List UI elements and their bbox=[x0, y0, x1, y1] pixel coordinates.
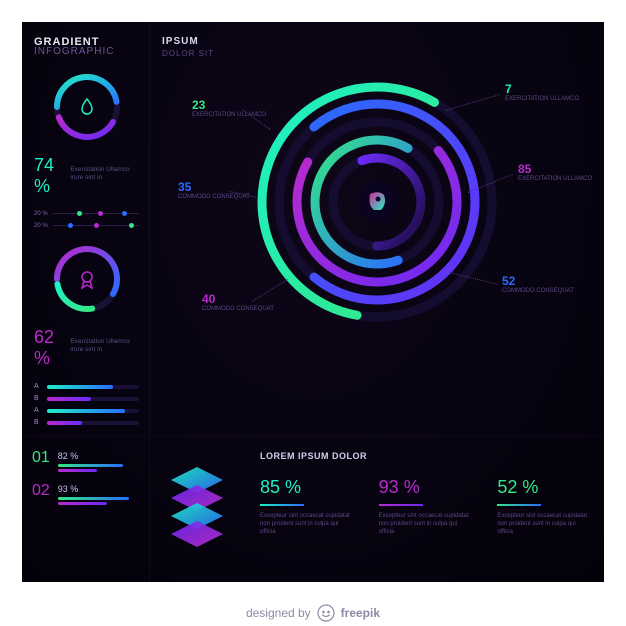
summary-text: Excepteur sint occaecat cupidatat non pr… bbox=[379, 512, 470, 536]
bottom-stat-item: 02 93 % bbox=[32, 482, 139, 505]
slider-dot bbox=[122, 211, 127, 216]
stat-index: 02 bbox=[32, 482, 50, 505]
chart-title: IPSUM bbox=[162, 36, 592, 47]
slider-dot bbox=[94, 223, 99, 228]
main-chart-area: IPSUM DOLOR SIT 7EXERCITATION ULLAMCO23E… bbox=[150, 22, 604, 436]
bar-row: B bbox=[34, 419, 139, 426]
bottom-title: LOREM IPSUM DOLOR bbox=[260, 451, 588, 461]
callout-value: 7 bbox=[505, 82, 579, 96]
chart-subtitle: DOLOR SIT bbox=[162, 49, 592, 58]
stat-percent-1: 74 % bbox=[34, 155, 64, 197]
summary-stat: 85 % Excepteur sint occaecat cupidatat no… bbox=[260, 477, 351, 536]
bar-row: A bbox=[34, 407, 139, 414]
slider-track bbox=[53, 223, 139, 229]
sidebar: GRADIENT INFOGRAPHIC 74 % Exercitation U… bbox=[22, 22, 150, 436]
stat-text-2: Exercitation Ullamco irure sint in bbox=[70, 338, 139, 354]
callout: 7EXERCITATION ULLAMCO bbox=[505, 82, 579, 103]
callout-label: COMMODO CONSEQUAT bbox=[202, 306, 274, 313]
bar-label: B bbox=[34, 395, 42, 402]
isometric-stack bbox=[150, 437, 244, 582]
bar-label: B bbox=[34, 419, 42, 426]
canvas: GRADIENT INFOGRAPHIC 74 % Exercitation U… bbox=[22, 22, 604, 582]
summary-text: Excepteur sint occaecat cupidatat non pr… bbox=[260, 512, 351, 536]
page-subtitle: INFOGRAPHIC bbox=[34, 46, 139, 57]
bottom-stat-item: 01 82 % bbox=[32, 449, 139, 472]
sliders-group: 20 % 20 % bbox=[34, 211, 139, 229]
summary-stat: 93 % Excepteur sint occaecat cupidatat no… bbox=[379, 477, 470, 536]
bottom-row: 01 82 % 02 93 % LOREM IPSUM DOLOR 85 % Excep… bbox=[22, 436, 604, 582]
stat-index: 01 bbox=[32, 449, 50, 472]
donut-chart-2 bbox=[51, 243, 123, 315]
callout: 40COMMODO CONSEQUAT bbox=[202, 292, 274, 313]
summary-text: Excepteur sint occaecat cupidatat non pr… bbox=[497, 512, 588, 536]
attribution: designed by freepik bbox=[0, 604, 626, 622]
bar-row: A bbox=[34, 383, 139, 390]
stat-text-1: Exercitation Ullamco irure sint in bbox=[70, 166, 139, 182]
callout-label: COMMODO CONSEQUAT bbox=[178, 194, 250, 201]
slider-label: 20 % bbox=[34, 223, 48, 229]
stat-percent: 82 % bbox=[58, 451, 139, 461]
callout: 85EXERCITATION ULLAMCO bbox=[518, 162, 592, 183]
callout-value: 52 bbox=[502, 274, 574, 288]
summary-value: 52 % bbox=[497, 477, 588, 498]
callout: 23EXERCITATION ULLAMCO bbox=[192, 98, 266, 119]
slider-dot bbox=[77, 211, 82, 216]
donut-chart-1 bbox=[51, 71, 123, 143]
bar-label: A bbox=[34, 407, 42, 414]
callout-value: 35 bbox=[178, 180, 250, 194]
slider-dot bbox=[98, 211, 103, 216]
callout-label: EXERCITATION ULLAMCO bbox=[192, 112, 266, 119]
callout-label: COMMODO CONSEQUAT bbox=[502, 288, 574, 295]
stat-percent: 93 % bbox=[58, 484, 139, 494]
radial-chart bbox=[242, 67, 512, 337]
summary-value: 85 % bbox=[260, 477, 351, 498]
bars-group: ABAB bbox=[34, 383, 139, 426]
slider-dot bbox=[129, 223, 134, 228]
summary-value: 93 % bbox=[379, 477, 470, 498]
slider-track bbox=[53, 211, 139, 217]
bar-row: B bbox=[34, 395, 139, 402]
slider-dot bbox=[68, 223, 73, 228]
bottom-left-stats: 01 82 % 02 93 % bbox=[22, 437, 150, 582]
callout-label: EXERCITATION ULLAMCO bbox=[505, 96, 579, 103]
bar-label: A bbox=[34, 383, 42, 390]
summary-stat: 52 % Excepteur sint occaecat cupidatat no… bbox=[497, 477, 588, 536]
freepik-icon bbox=[317, 604, 335, 622]
callout-value: 40 bbox=[202, 292, 274, 306]
stat-percent-2: 62 % bbox=[34, 327, 64, 369]
callout-value: 23 bbox=[192, 98, 266, 112]
bottom-right-stats: LOREM IPSUM DOLOR 85 % Excepteur sint occ… bbox=[244, 437, 604, 582]
callout: 35COMMODO CONSEQUAT bbox=[178, 180, 250, 201]
callout-value: 85 bbox=[518, 162, 592, 176]
callout-label: EXERCITATION ULLAMCO bbox=[518, 176, 592, 183]
slider-label: 20 % bbox=[34, 211, 48, 217]
callout: 52COMMODO CONSEQUAT bbox=[502, 274, 574, 295]
